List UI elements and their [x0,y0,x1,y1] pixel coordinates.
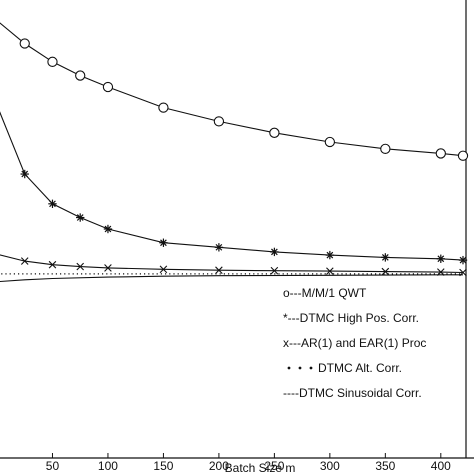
x-axis: 50 100 150 200 250 300 350 400 [46,453,451,473]
star-stroke [160,239,167,247]
legend-label: o---M/M/1 QWT [283,286,367,300]
legend: o---M/M/1 QWT *---DTMC High Pos. Corr. x--… [283,286,426,400]
star-stroke [271,248,278,256]
x-tick-label: 250 [264,459,284,473]
legend-label: DTMC Alt. Corr. [318,361,402,375]
series-line [0,22,464,157]
x-marker [104,264,112,272]
circle-marker [269,127,280,138]
star-marker [103,224,113,234]
legend-item-2: *---DTMC High Pos. Corr. [283,311,419,325]
x-marker [215,266,223,275]
star-marker [48,199,57,209]
x-marker [326,267,334,275]
legend-dot [287,366,291,370]
legend-label: *---DTMC High Pos. Corr. [283,311,419,325]
series-5 [0,274,463,283]
star-stroke [215,243,223,251]
x-stroke [76,262,85,271]
legend-dot [309,366,313,370]
legend-item-4: DTMC Alt. Corr. [287,361,402,375]
series-line [0,111,464,261]
series-line [0,254,464,274]
star-marker [214,243,224,252]
legend-dot [298,366,302,370]
circle-marker [75,70,86,81]
circle-marker [19,38,30,49]
star-stroke [104,225,112,233]
x-marker [48,260,57,269]
x-stroke [20,257,29,265]
star-stroke [21,170,29,178]
legend-item-3: x---AR(1) and EAR(1) Proc [283,336,426,350]
series-2 [0,111,468,265]
circle-marker [435,148,446,159]
x-marker [76,262,85,271]
x-stroke [326,267,334,275]
circle-marker [213,116,225,127]
legend-label: x---AR(1) and EAR(1) Proc [283,336,426,350]
x-marker [20,257,29,265]
circle-marker [158,102,169,113]
x-tick-label: 200 [209,459,229,473]
circle-marker [47,56,58,67]
star-stroke [459,256,467,264]
x-tick-label: 350 [375,459,395,473]
star-marker [20,169,29,179]
star-stroke [326,251,334,259]
x-stroke [159,265,168,274]
legend-item-1: o---M/M/1 QWT [283,286,367,300]
star-marker [325,250,335,260]
star-marker [458,255,468,265]
x-stroke [48,260,57,269]
x-tick-label: 100 [98,459,118,473]
circle-marker [457,150,469,161]
x-marker [159,265,168,274]
series-line [0,274,463,283]
star-marker [381,253,390,262]
legend-item-5: ----DTMC Sinusoidal Corr. [283,386,422,400]
x-tick-label: 400 [431,459,451,473]
x-tick-label: 150 [153,459,173,473]
star-stroke [49,200,56,208]
x-stroke [381,267,390,276]
star-stroke [76,214,84,221]
x-tick-label: 50 [46,459,60,473]
series-1 [0,22,469,161]
x-marker [270,266,279,275]
x-stroke [104,264,112,272]
series-layer [0,22,469,283]
x-tick-label: 300 [320,459,340,473]
x-stroke [270,266,279,275]
x-axis-label: Batch Size m [225,461,296,474]
star-marker [436,254,446,263]
legend-label: ----DTMC Sinusoidal Corr. [283,386,422,400]
circle-marker [380,143,391,154]
plot-area [0,0,474,459]
star-marker [270,247,279,257]
star-stroke [437,255,445,263]
circle-marker [324,136,336,148]
star-stroke [381,254,389,261]
star-marker [159,238,168,247]
circle-marker [102,81,114,93]
star-marker [76,213,85,222]
x-stroke [215,266,223,275]
